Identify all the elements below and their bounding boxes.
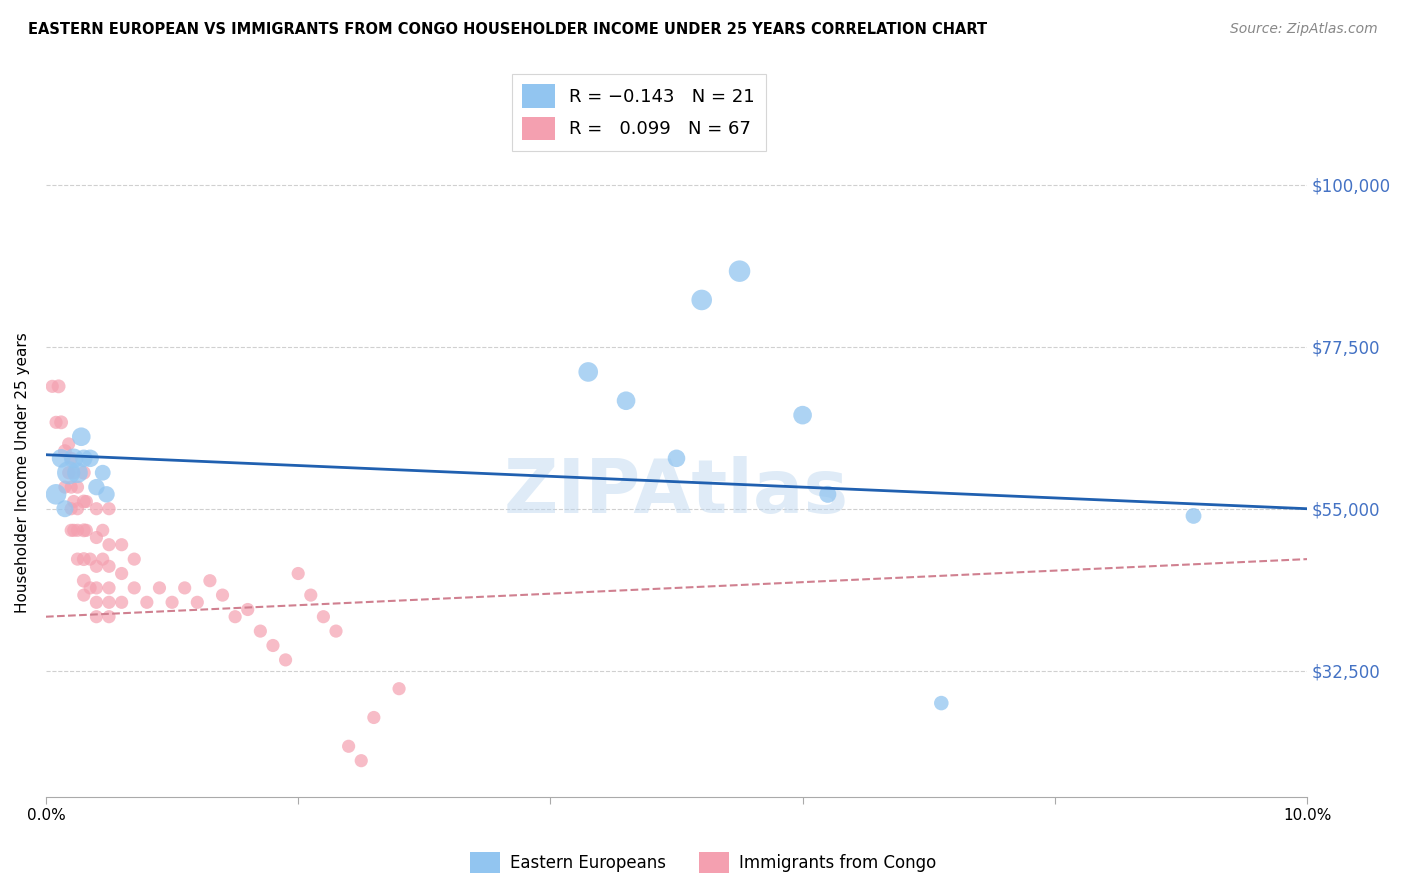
Point bbox=[48, 379, 70, 393]
Point bbox=[98, 559, 121, 574]
Point bbox=[86, 595, 108, 609]
Point bbox=[49, 415, 72, 429]
Point bbox=[62, 451, 84, 466]
Point bbox=[53, 501, 76, 516]
Point bbox=[211, 588, 233, 602]
Point bbox=[148, 581, 170, 595]
Point bbox=[66, 501, 89, 516]
Point bbox=[98, 501, 121, 516]
Y-axis label: Householder Income Under 25 years: Householder Income Under 25 years bbox=[15, 333, 30, 613]
Point bbox=[98, 609, 121, 624]
Point bbox=[53, 444, 76, 458]
Point bbox=[98, 538, 121, 552]
Point bbox=[86, 559, 108, 574]
Point bbox=[325, 624, 347, 639]
Point bbox=[45, 487, 67, 501]
Legend: Eastern Europeans, Immigrants from Congo: Eastern Europeans, Immigrants from Congo bbox=[463, 846, 943, 880]
Point bbox=[135, 595, 157, 609]
Point bbox=[91, 524, 114, 538]
Point bbox=[665, 451, 688, 466]
Point bbox=[122, 581, 145, 595]
Point bbox=[312, 609, 335, 624]
Point bbox=[249, 624, 271, 639]
Point bbox=[86, 609, 108, 624]
Point bbox=[96, 487, 118, 501]
Point bbox=[299, 588, 322, 602]
Text: EASTERN EUROPEAN VS IMMIGRANTS FROM CONGO HOUSEHOLDER INCOME UNDER 25 YEARS CORR: EASTERN EUROPEAN VS IMMIGRANTS FROM CONG… bbox=[28, 22, 987, 37]
Point bbox=[62, 466, 84, 480]
Point bbox=[75, 524, 97, 538]
Point bbox=[274, 653, 297, 667]
Point bbox=[186, 595, 208, 609]
Point bbox=[929, 696, 952, 710]
Point bbox=[45, 415, 67, 429]
Point bbox=[66, 524, 89, 538]
Point bbox=[792, 408, 814, 422]
Point bbox=[173, 581, 195, 595]
Point bbox=[111, 538, 134, 552]
Point bbox=[576, 365, 599, 379]
Point bbox=[337, 739, 360, 754]
Point bbox=[160, 595, 183, 609]
Point bbox=[262, 639, 284, 653]
Point bbox=[60, 501, 83, 516]
Point bbox=[73, 588, 96, 602]
Point bbox=[62, 494, 84, 508]
Point bbox=[122, 552, 145, 566]
Point bbox=[817, 487, 839, 501]
Point bbox=[728, 264, 751, 278]
Point bbox=[73, 451, 96, 466]
Point bbox=[86, 531, 108, 545]
Point bbox=[60, 480, 83, 494]
Point bbox=[79, 581, 101, 595]
Point bbox=[49, 451, 72, 466]
Point bbox=[73, 524, 96, 538]
Point bbox=[91, 466, 114, 480]
Point bbox=[111, 566, 134, 581]
Point bbox=[363, 710, 385, 724]
Point bbox=[60, 451, 83, 466]
Text: ZIPAtlas: ZIPAtlas bbox=[503, 456, 849, 529]
Point bbox=[75, 494, 97, 508]
Point bbox=[86, 501, 108, 516]
Point bbox=[73, 574, 96, 588]
Point bbox=[614, 393, 637, 408]
Point bbox=[58, 437, 80, 451]
Point bbox=[111, 595, 134, 609]
Point bbox=[388, 681, 411, 696]
Point bbox=[66, 552, 89, 566]
Point bbox=[86, 480, 108, 494]
Point bbox=[224, 609, 246, 624]
Point bbox=[690, 293, 713, 307]
Point bbox=[58, 466, 80, 480]
Point bbox=[70, 430, 93, 444]
Text: Source: ZipAtlas.com: Source: ZipAtlas.com bbox=[1230, 22, 1378, 37]
Point bbox=[73, 494, 96, 508]
Point bbox=[66, 480, 89, 494]
Point bbox=[350, 754, 373, 768]
Point bbox=[287, 566, 309, 581]
Point bbox=[98, 595, 121, 609]
Point bbox=[198, 574, 221, 588]
Point bbox=[66, 466, 89, 480]
Point bbox=[79, 451, 101, 466]
Point bbox=[86, 581, 108, 595]
Point bbox=[73, 466, 96, 480]
Point bbox=[73, 552, 96, 566]
Point bbox=[79, 552, 101, 566]
Point bbox=[41, 379, 63, 393]
Point bbox=[236, 602, 259, 616]
Point bbox=[53, 480, 76, 494]
Legend: R = −0.143   N = 21, R =   0.099   N = 67: R = −0.143 N = 21, R = 0.099 N = 67 bbox=[512, 73, 766, 151]
Point bbox=[1182, 508, 1205, 523]
Point bbox=[98, 581, 121, 595]
Point bbox=[58, 466, 80, 480]
Point bbox=[60, 524, 83, 538]
Point bbox=[91, 552, 114, 566]
Point bbox=[62, 524, 84, 538]
